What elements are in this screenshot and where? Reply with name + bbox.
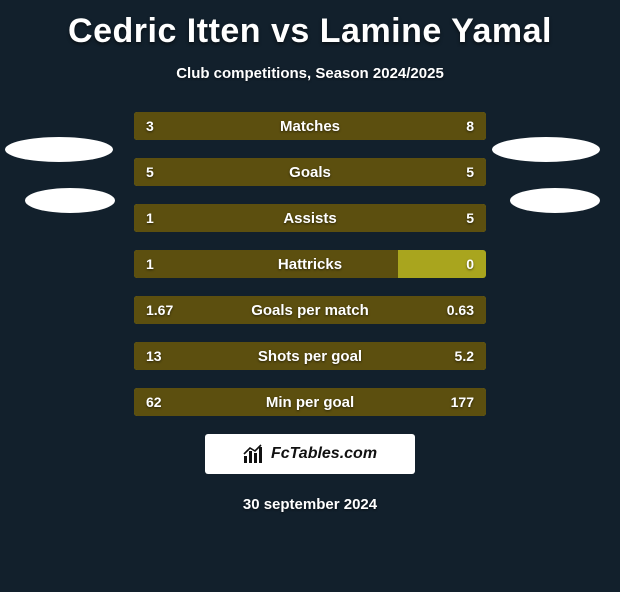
branding-text: FcTables.com — [271, 445, 377, 463]
stat-row: 10Hattricks — [134, 250, 486, 278]
decorative-ellipse-2 — [492, 137, 600, 162]
stat-label: Shots per goal — [134, 342, 486, 370]
decorative-ellipse-0 — [5, 137, 113, 162]
stat-row: 15Assists — [134, 204, 486, 232]
stat-label: Hattricks — [134, 250, 486, 278]
page-subtitle: Club competitions, Season 2024/2025 — [0, 65, 620, 82]
stat-label: Matches — [134, 112, 486, 140]
stat-row: 55Goals — [134, 158, 486, 186]
stat-row: 62177Min per goal — [134, 388, 486, 416]
decorative-ellipse-3 — [510, 188, 600, 213]
stat-row: 1.670.63Goals per match — [134, 296, 486, 324]
page-date: 30 september 2024 — [0, 496, 620, 513]
stat-row: 135.2Shots per goal — [134, 342, 486, 370]
stat-label: Goals per match — [134, 296, 486, 324]
decorative-ellipse-1 — [25, 188, 115, 213]
stat-label: Assists — [134, 204, 486, 232]
chart-icon — [243, 444, 265, 464]
stat-label: Min per goal — [134, 388, 486, 416]
page-title: Cedric Itten vs Lamine Yamal — [0, 12, 620, 51]
stats-container: 38Matches 55Goals 15Assists 10Hattricks 1.67… — [134, 112, 486, 416]
stat-row: 38Matches — [134, 112, 486, 140]
stat-label: Goals — [134, 158, 486, 186]
branding-box: FcTables.com — [205, 434, 415, 474]
